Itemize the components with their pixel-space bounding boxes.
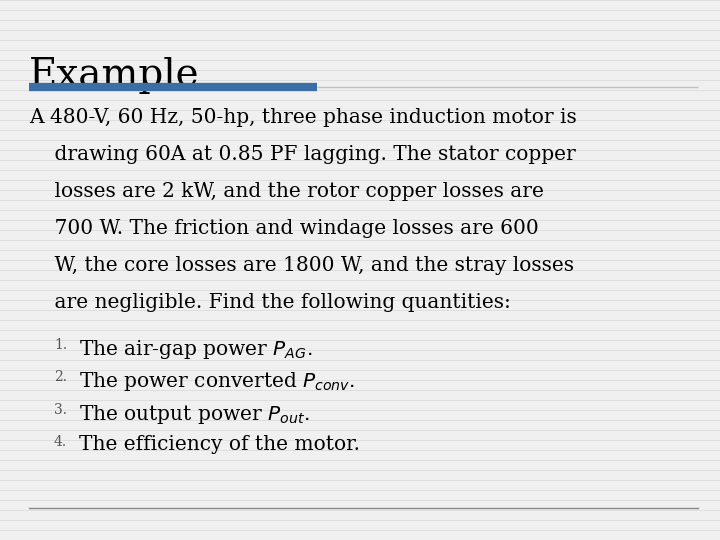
Text: losses are 2 kW, and the rotor copper losses are: losses are 2 kW, and the rotor copper lo… xyxy=(29,182,544,201)
Text: are negligible. Find the following quantities:: are negligible. Find the following quant… xyxy=(29,293,510,312)
Text: The output power $\mathit{P}_{\mathit{out}}.$: The output power $\mathit{P}_{\mathit{ou… xyxy=(79,403,310,426)
Text: The efficiency of the motor.: The efficiency of the motor. xyxy=(79,435,360,454)
Text: The power converted $\mathit{P}_{\mathit{conv}}.$: The power converted $\mathit{P}_{\mathit… xyxy=(79,370,355,394)
Text: 700 W. The friction and windage losses are 600: 700 W. The friction and windage losses a… xyxy=(29,219,539,238)
Text: Example: Example xyxy=(29,57,199,94)
Text: 1.: 1. xyxy=(54,338,67,352)
Text: W, the core losses are 1800 W, and the stray losses: W, the core losses are 1800 W, and the s… xyxy=(29,256,574,275)
Text: 4.: 4. xyxy=(54,435,67,449)
Text: drawing 60A at 0.85 PF lagging. The stator copper: drawing 60A at 0.85 PF lagging. The stat… xyxy=(29,145,575,164)
Text: 2.: 2. xyxy=(54,370,67,384)
Text: The air-gap power $\mathit{P}_{\mathit{AG}}.$: The air-gap power $\mathit{P}_{\mathit{A… xyxy=(79,338,312,361)
Text: 3.: 3. xyxy=(54,403,67,417)
Text: A 480-V, 60 Hz, 50-hp, three phase induction motor is: A 480-V, 60 Hz, 50-hp, three phase induc… xyxy=(29,108,577,127)
